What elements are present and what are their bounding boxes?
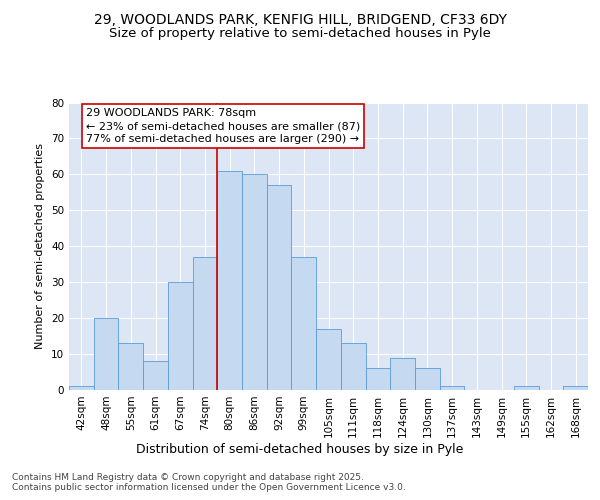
Bar — [69, 386, 94, 390]
Y-axis label: Number of semi-detached properties: Number of semi-detached properties — [35, 143, 46, 350]
Text: 29 WOODLANDS PARK: 78sqm
← 23% of semi-detached houses are smaller (87)
77% of s: 29 WOODLANDS PARK: 78sqm ← 23% of semi-d… — [86, 108, 360, 144]
Bar — [415, 368, 440, 390]
Bar — [168, 282, 193, 390]
Bar — [563, 386, 588, 390]
Bar — [365, 368, 390, 390]
Bar — [316, 329, 341, 390]
Bar — [242, 174, 267, 390]
Bar — [217, 171, 242, 390]
Bar — [390, 358, 415, 390]
Bar — [193, 257, 217, 390]
Text: 29, WOODLANDS PARK, KENFIG HILL, BRIDGEND, CF33 6DY: 29, WOODLANDS PARK, KENFIG HILL, BRIDGEN… — [94, 12, 506, 26]
Bar — [440, 386, 464, 390]
Bar — [143, 361, 168, 390]
Bar — [267, 185, 292, 390]
Text: Distribution of semi-detached houses by size in Pyle: Distribution of semi-detached houses by … — [136, 442, 464, 456]
Bar — [118, 344, 143, 390]
Bar — [292, 257, 316, 390]
Text: Contains HM Land Registry data © Crown copyright and database right 2025.
Contai: Contains HM Land Registry data © Crown c… — [12, 472, 406, 492]
Bar — [341, 344, 365, 390]
Bar — [514, 386, 539, 390]
Text: Size of property relative to semi-detached houses in Pyle: Size of property relative to semi-detach… — [109, 28, 491, 40]
Bar — [94, 318, 118, 390]
